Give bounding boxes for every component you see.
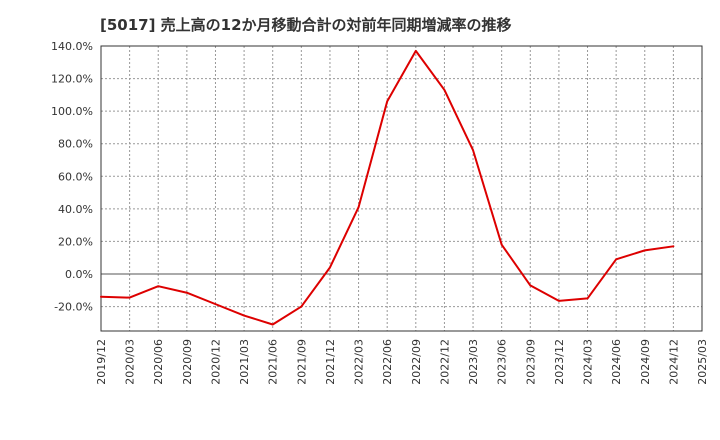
- y-tick-label: 140.0%: [51, 40, 93, 53]
- x-tick-label: 2023/09: [524, 339, 537, 385]
- x-tick-label: 2023/12: [553, 339, 566, 385]
- y-tick-label: 0.0%: [65, 268, 93, 281]
- x-tick-label: 2025/03: [696, 339, 709, 385]
- y-tick-label: -20.0%: [54, 301, 93, 314]
- x-tick-label: 2023/03: [467, 339, 480, 385]
- x-axis-tick-labels: 2019/12 2020/03 2020/06 2020/09 2020/12 2021/…: [95, 339, 709, 385]
- series-layer: [100, 49, 675, 326]
- x-tick-label: 2023/06: [496, 339, 509, 385]
- x-tick-label: 2024/09: [639, 339, 652, 385]
- x-tick-label: 2020/06: [152, 339, 165, 385]
- y-tick-label: 20.0%: [58, 235, 93, 248]
- x-tick-label: 2021/09: [295, 339, 308, 385]
- y-tick-label: 80.0%: [58, 138, 93, 151]
- x-tick-label: 2024/03: [582, 339, 595, 385]
- axes: [100, 45, 703, 332]
- grid: [100, 45, 703, 331]
- x-tick-label: 2022/09: [410, 339, 423, 385]
- x-tick-label: 2021/06: [267, 339, 280, 385]
- x-tick-label: 2024/12: [667, 339, 680, 385]
- x-tick-label: 2020/12: [209, 339, 222, 385]
- x-tick-label: 2022/03: [353, 339, 366, 385]
- x-tick-label: 2021/12: [324, 339, 337, 385]
- y-tick-label: 40.0%: [58, 203, 93, 216]
- x-tick-label: 2024/06: [610, 339, 623, 385]
- x-tick-label: 2022/12: [438, 339, 451, 385]
- x-tick-label: 2020/09: [181, 339, 194, 385]
- chart-title: [5017] 売上高の12か月移動合計の対前年同期増減率の推移: [100, 16, 512, 34]
- y-tick-label: 120.0%: [51, 73, 93, 86]
- plot-frame: [100, 45, 703, 332]
- x-tick-label: 2022/06: [381, 339, 394, 385]
- x-tick-label: 2020/03: [124, 339, 137, 385]
- x-tick-label: 2021/03: [238, 339, 251, 385]
- y-axis-tick-labels: -20.0% 0.0% 20.0% 40.0% 60.0% 80.0% 100.0% 120.…: [51, 40, 93, 314]
- y-tick-label: 60.0%: [58, 170, 93, 183]
- series-line: [100, 49, 675, 326]
- y-tick-label: 100.0%: [51, 105, 93, 118]
- x-tick-label: 2019/12: [95, 339, 108, 385]
